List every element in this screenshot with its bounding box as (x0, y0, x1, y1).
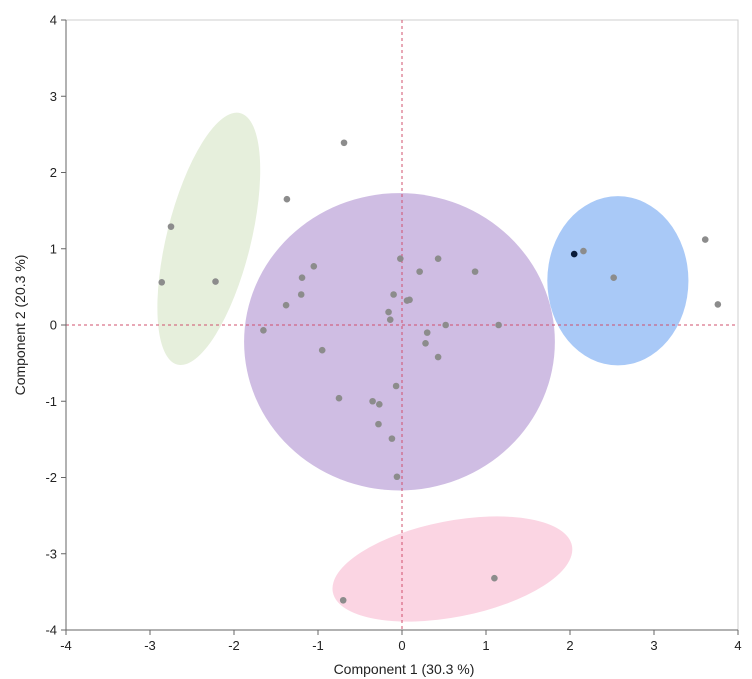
ellipse-cluster-purple (244, 193, 555, 491)
ellipse-cluster-blue (547, 196, 689, 366)
x-tick-label: 4 (734, 638, 741, 653)
x-tick-label: -2 (228, 638, 240, 653)
data-point (580, 247, 587, 255)
data-point (393, 473, 401, 481)
data-point (416, 268, 423, 275)
x-tick-label: -4 (60, 638, 72, 653)
data-point (212, 278, 219, 285)
y-ticks: -4 -3 -2 -1 0 1 2 3 4 (45, 13, 66, 638)
x-tick-label: -1 (312, 638, 324, 653)
data-point (610, 274, 617, 282)
data-point (260, 327, 267, 334)
ellipse-cluster-pink (332, 516, 573, 622)
data-point (340, 139, 348, 147)
data-point (701, 236, 709, 243)
data-point (495, 321, 502, 329)
data-point (282, 301, 290, 309)
data-point (385, 308, 392, 316)
data-point (422, 340, 429, 347)
cluster-ellipses (157, 112, 689, 622)
data-point (376, 401, 383, 408)
data-point (390, 291, 397, 298)
data-point (471, 268, 479, 275)
x-tick-label: 2 (566, 638, 573, 653)
data-point (318, 346, 326, 354)
x-tick-label: -3 (144, 638, 156, 653)
data-point (392, 382, 400, 390)
y-tick-label: 2 (50, 165, 57, 180)
x-tick-label: 0 (398, 638, 405, 653)
y-tick-label: -2 (45, 470, 57, 485)
data-point (423, 329, 431, 336)
data-point (386, 316, 394, 323)
x-axis-title: Component 1 (30.3 %) (334, 661, 475, 677)
data-point (339, 596, 347, 604)
x-ticks: -4 -3 -2 -1 0 1 2 3 4 (60, 630, 742, 653)
data-point (298, 274, 306, 282)
x-tick-label: 3 (650, 638, 657, 653)
data-point (297, 291, 305, 298)
data-point (434, 353, 442, 361)
data-point (434, 255, 442, 262)
data-point (335, 394, 343, 402)
y-tick-label: -4 (45, 623, 57, 638)
data-point (310, 262, 318, 270)
data-point (283, 195, 291, 203)
y-axis-title: Component 2 (20.3 %) (12, 255, 28, 396)
data-point (442, 321, 449, 329)
data-point (406, 296, 413, 304)
y-tick-label: 0 (50, 318, 57, 333)
data-point (158, 279, 166, 286)
data-point (375, 420, 382, 428)
y-tick-label: -1 (45, 394, 57, 409)
data-point (491, 574, 498, 582)
data-point (369, 397, 376, 405)
y-tick-label: -3 (45, 546, 57, 561)
data-point (714, 301, 722, 308)
data-points (158, 139, 722, 604)
ellipse-cluster-green (157, 112, 261, 366)
y-tick-label: 3 (50, 89, 57, 104)
y-tick-label: 1 (50, 241, 57, 256)
data-point-highlighted (570, 250, 578, 258)
data-point (388, 435, 396, 442)
y-tick-label: 4 (50, 13, 57, 28)
data-point (397, 255, 404, 262)
reference-lines (66, 20, 738, 630)
x-tick-label: 1 (482, 638, 489, 653)
data-point (167, 223, 175, 230)
